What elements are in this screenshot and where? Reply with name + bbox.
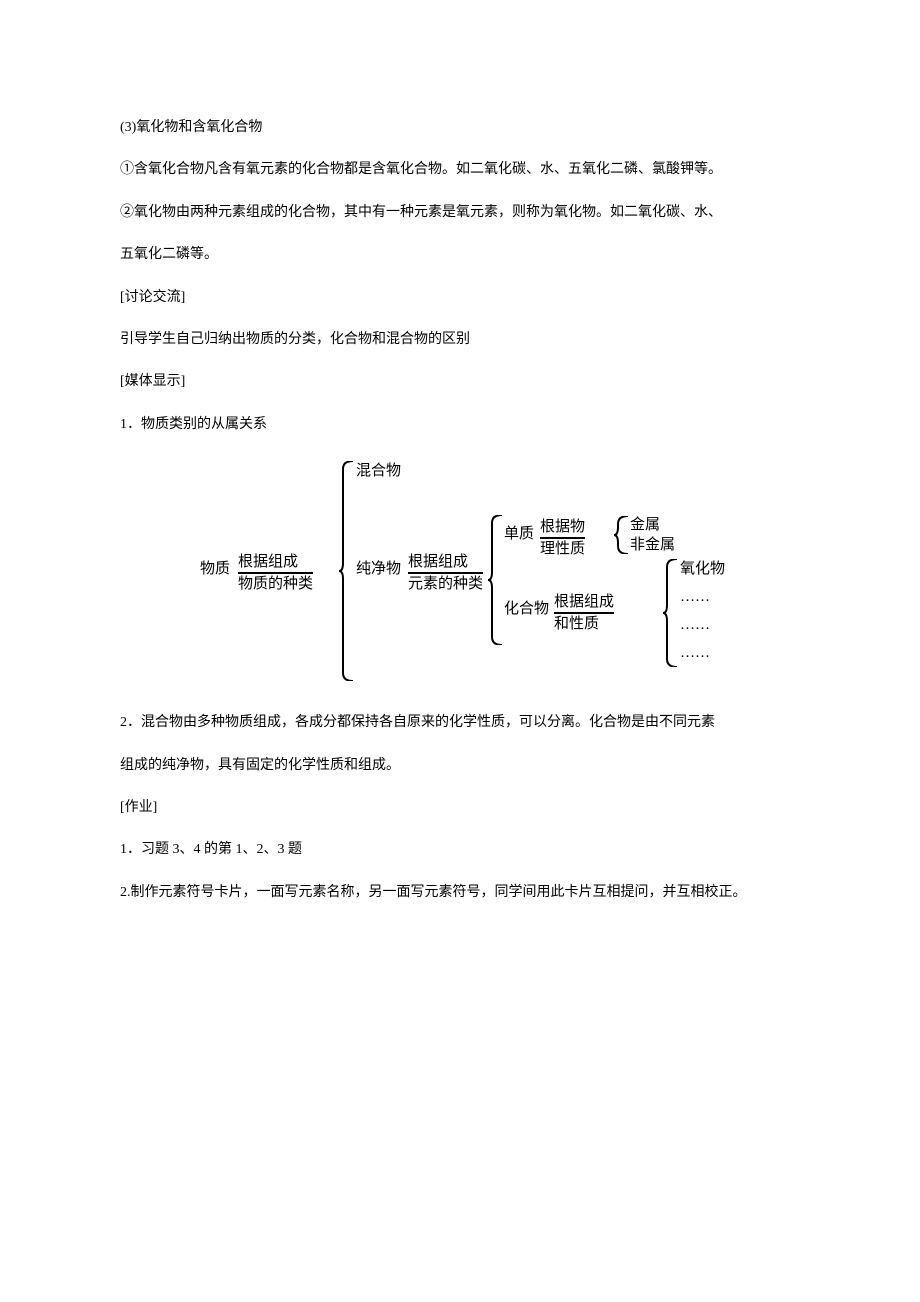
- node-oxide: 氧化物: [680, 561, 725, 578]
- paragraph: 1．习题 3、4 的第 1、2、3 题: [120, 832, 800, 868]
- paragraph: 2.制作元素符号卡片，一面写元素名称，另一面写元素符号，同学间用此卡片互相提问，…: [120, 875, 800, 911]
- paragraph: 五氧化二磷等。: [120, 237, 800, 273]
- node-dots: ……: [680, 617, 710, 634]
- node-metal: 金属: [630, 517, 660, 534]
- paragraph: 1．物质类别的从属关系: [120, 407, 800, 443]
- brace: [614, 516, 628, 554]
- edge-label-pure: 根据组成 元素的种类: [408, 553, 483, 593]
- paragraph: 引导学生自己归纳出物质的分类，化合物和混合物的区别: [120, 322, 800, 358]
- edge-label-root: 根据组成 物质的种类: [238, 553, 313, 593]
- node-compound: 化合物: [504, 601, 549, 618]
- node-dots: ……: [680, 645, 710, 662]
- node-pure: 纯净物: [356, 561, 401, 578]
- node-nonmetal: 非金属: [630, 537, 675, 554]
- paragraph: ②氧化物由两种元素组成的化合物，其中有一种元素是氧元素，则称为氧化物。如二氧化碳…: [120, 195, 800, 231]
- node-mixture: 混合物: [356, 463, 401, 480]
- section-label: [讨论交流]: [120, 280, 800, 316]
- classification-diagram: 物质 根据组成 物质的种类 混合物 纯净物 根据组成 元素的种类 单质 根据物 …: [120, 461, 800, 681]
- section-label: [作业]: [120, 790, 800, 826]
- paragraph: (3)氧化物和含氧化合物: [120, 110, 800, 146]
- paragraph: 组成的纯净物，具有固定的化学性质和组成。: [120, 748, 800, 784]
- node-dots: ……: [680, 589, 710, 606]
- brace: [488, 515, 502, 645]
- node-root: 物质: [200, 561, 230, 578]
- paragraph: 2．混合物由多种物质组成，各成分都保持各自原来的化学性质，可以分离。化合物是由不…: [120, 705, 800, 741]
- node-simple: 单质: [504, 526, 534, 543]
- edge-label-compound: 根据组成 和性质: [554, 593, 614, 633]
- brace: [339, 461, 353, 681]
- section-label: [媒体显示]: [120, 364, 800, 400]
- brace: [663, 559, 677, 667]
- edge-label-simple: 根据物 理性质: [540, 518, 585, 558]
- paragraph: ①含氧化合物凡含有氧元素的化合物都是含氧化合物。如二氧化碳、水、五氧化二磷、氯酸…: [120, 152, 800, 188]
